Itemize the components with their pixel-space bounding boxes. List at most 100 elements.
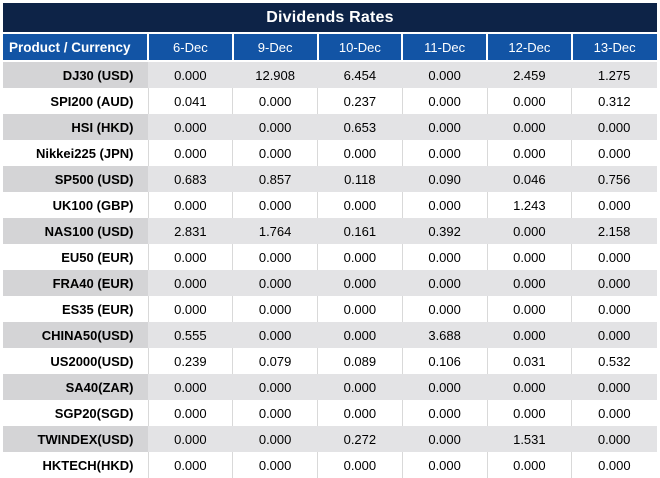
table-row: UK100 (GBP) 0.000 0.000 0.000 0.000 1.243 0.00… [3, 192, 657, 218]
product-label: DJ30 (USD) [3, 61, 148, 88]
dividend-value-cell: 2.158 [571, 218, 657, 244]
dividend-value-cell: 0.000 [487, 400, 573, 426]
dividend-value-cell: 0.000 [402, 192, 488, 218]
table-row: DJ30 (USD) 0.000 12.908 6.454 0.000 2.459 1.27… [3, 61, 657, 88]
dividend-value-cell: 0.000 [571, 374, 657, 400]
dividend-value-cell: 0.000 [317, 296, 403, 322]
dividend-value-cell: 0.000 [402, 426, 487, 452]
dividend-value-cell: 0.857 [232, 166, 318, 192]
dividend-value-cell: 0.000 [402, 270, 487, 296]
column-header-date-12-dec: 12-Dec [487, 34, 573, 62]
dividend-value-cell: 0.000 [148, 270, 233, 296]
dividend-value-cell: 0.000 [148, 192, 234, 218]
dividend-value-cell: 2.459 [487, 61, 572, 88]
dividend-value-cell: 0.000 [232, 426, 318, 452]
product-label: CHINA50(USD) [3, 322, 148, 348]
dividends-rates-panel: Dividends Rates Product / Currency 6-Dec… [3, 3, 657, 478]
dividend-value-cell: 0.000 [232, 374, 318, 400]
dividend-value-cell: 0.000 [317, 244, 403, 270]
dividend-value-cell: 0.237 [317, 88, 403, 114]
dividend-value-cell: 1.764 [232, 218, 318, 244]
dividend-value-cell: 0.000 [402, 114, 487, 140]
table-row: FRA40 (EUR) 0.000 0.000 0.000 0.000 0.000 0.00… [3, 270, 657, 296]
dividend-value-cell: 0.000 [487, 88, 573, 114]
dividend-value-cell: 0.118 [317, 166, 403, 192]
dividend-value-cell: 0.000 [232, 296, 318, 322]
dividend-value-cell: 0.000 [402, 61, 487, 88]
dividends-rates-table: Product / Currency 6-Dec 9-Dec 10-Dec 11-De… [3, 34, 657, 478]
dividend-value-cell: 0.000 [571, 452, 657, 478]
dividend-value-cell: 0.000 [232, 192, 318, 218]
table-row: US2000(USD) 0.239 0.079 0.089 0.106 0.031 0.53… [3, 348, 657, 374]
product-label: TWINDEX(USD) [3, 426, 148, 452]
column-header-date-9-dec: 9-Dec [232, 34, 319, 62]
dividend-value-cell: 0.000 [571, 400, 657, 426]
dividend-value-cell: 1.275 [571, 61, 657, 88]
column-header-date-10-dec: 10-Dec [317, 34, 404, 62]
dividend-value-cell: 0.000 [317, 270, 403, 296]
dividend-value-cell: 0.000 [402, 452, 488, 478]
dividend-value-cell: 6.454 [317, 61, 403, 88]
product-label: NAS100 (USD) [3, 218, 148, 244]
dividend-value-cell: 0.000 [317, 140, 403, 166]
table-row: TWINDEX(USD) 0.000 0.000 0.272 0.000 1.531 0.0… [3, 426, 657, 452]
dividend-value-cell: 0.000 [487, 296, 573, 322]
dividend-value-cell: 0.000 [317, 192, 403, 218]
dividend-value-cell: 1.531 [487, 426, 572, 452]
dividend-value-cell: 0.683 [148, 166, 233, 192]
dividend-value-cell: 0.000 [571, 322, 657, 348]
column-header-date-13-dec: 13-Dec [571, 34, 657, 62]
product-label: Nikkei225 (JPN) [3, 140, 149, 166]
column-header-date-6-dec: 6-Dec [148, 34, 234, 62]
dividend-value-cell: 0.000 [148, 400, 234, 426]
dividend-value-cell: 0.000 [487, 114, 572, 140]
table-row: SGP20(SGD) 0.000 0.000 0.000 0.000 0.000 0.000 [3, 400, 657, 426]
dividend-value-cell: 0.079 [232, 348, 318, 374]
dividend-value-cell: 0.756 [571, 166, 657, 192]
dividend-value-cell: 0.000 [317, 400, 403, 426]
dividend-value-cell: 0.000 [317, 452, 403, 478]
dividend-value-cell: 0.000 [148, 114, 233, 140]
dividend-value-cell: 3.688 [402, 322, 487, 348]
product-label: UK100 (GBP) [3, 192, 149, 218]
dividend-value-cell: 0.000 [571, 296, 657, 322]
table-row: HKTECH(HKD) 0.000 0.000 0.000 0.000 0.000 0.00… [3, 452, 657, 478]
dividend-value-cell: 0.000 [487, 322, 572, 348]
dividend-value-cell: 0.272 [317, 426, 403, 452]
dividend-value-cell: 0.000 [232, 88, 318, 114]
dividend-value-cell: 0.000 [571, 426, 657, 452]
dividend-value-cell: 0.000 [571, 140, 657, 166]
dividend-value-cell: 0.000 [402, 140, 488, 166]
table-row: Nikkei225 (JPN) 0.000 0.000 0.000 0.000 0.000… [3, 140, 657, 166]
product-label: SPI200 (AUD) [3, 88, 149, 114]
table-row: HSI (HKD) 0.000 0.000 0.653 0.000 0.000 0.000 [3, 114, 657, 140]
product-label: HSI (HKD) [3, 114, 148, 140]
product-label: SA40(ZAR) [3, 374, 148, 400]
dividend-value-cell: 0.653 [317, 114, 403, 140]
page-title: Dividends Rates [3, 3, 657, 32]
header-row: Product / Currency 6-Dec 9-Dec 10-Dec 11-De… [3, 34, 657, 62]
dividend-value-cell: 0.000 [232, 270, 318, 296]
dividend-value-cell: 0.000 [232, 244, 318, 270]
dividend-value-cell: 0.239 [148, 348, 234, 374]
dividend-value-cell: 0.000 [402, 374, 487, 400]
dividend-value-cell: 0.000 [402, 244, 488, 270]
dividend-value-cell: 0.000 [148, 296, 234, 322]
dividend-value-cell: 0.000 [148, 140, 234, 166]
table-row: NAS100 (USD) 2.831 1.764 0.161 0.392 0.000 2.1… [3, 218, 657, 244]
dividend-value-cell: 0.031 [487, 348, 573, 374]
dividend-value-cell: 0.000 [402, 296, 488, 322]
dividend-value-cell: 0.000 [571, 244, 657, 270]
dividend-value-cell: 0.000 [487, 452, 573, 478]
dividend-value-cell: 0.090 [402, 166, 487, 192]
dividend-value-cell: 0.000 [571, 114, 657, 140]
table-row: EU50 (EUR) 0.000 0.000 0.000 0.000 0.000 0.000 [3, 244, 657, 270]
dividend-value-cell: 2.831 [148, 218, 233, 244]
dividend-value-cell: 0.000 [148, 61, 233, 88]
dividend-value-cell: 0.161 [317, 218, 403, 244]
dividend-value-cell: 0.000 [232, 114, 318, 140]
dividend-value-cell: 0.000 [148, 244, 234, 270]
product-label: SP500 (USD) [3, 166, 148, 192]
dividend-value-cell: 0.000 [148, 426, 233, 452]
